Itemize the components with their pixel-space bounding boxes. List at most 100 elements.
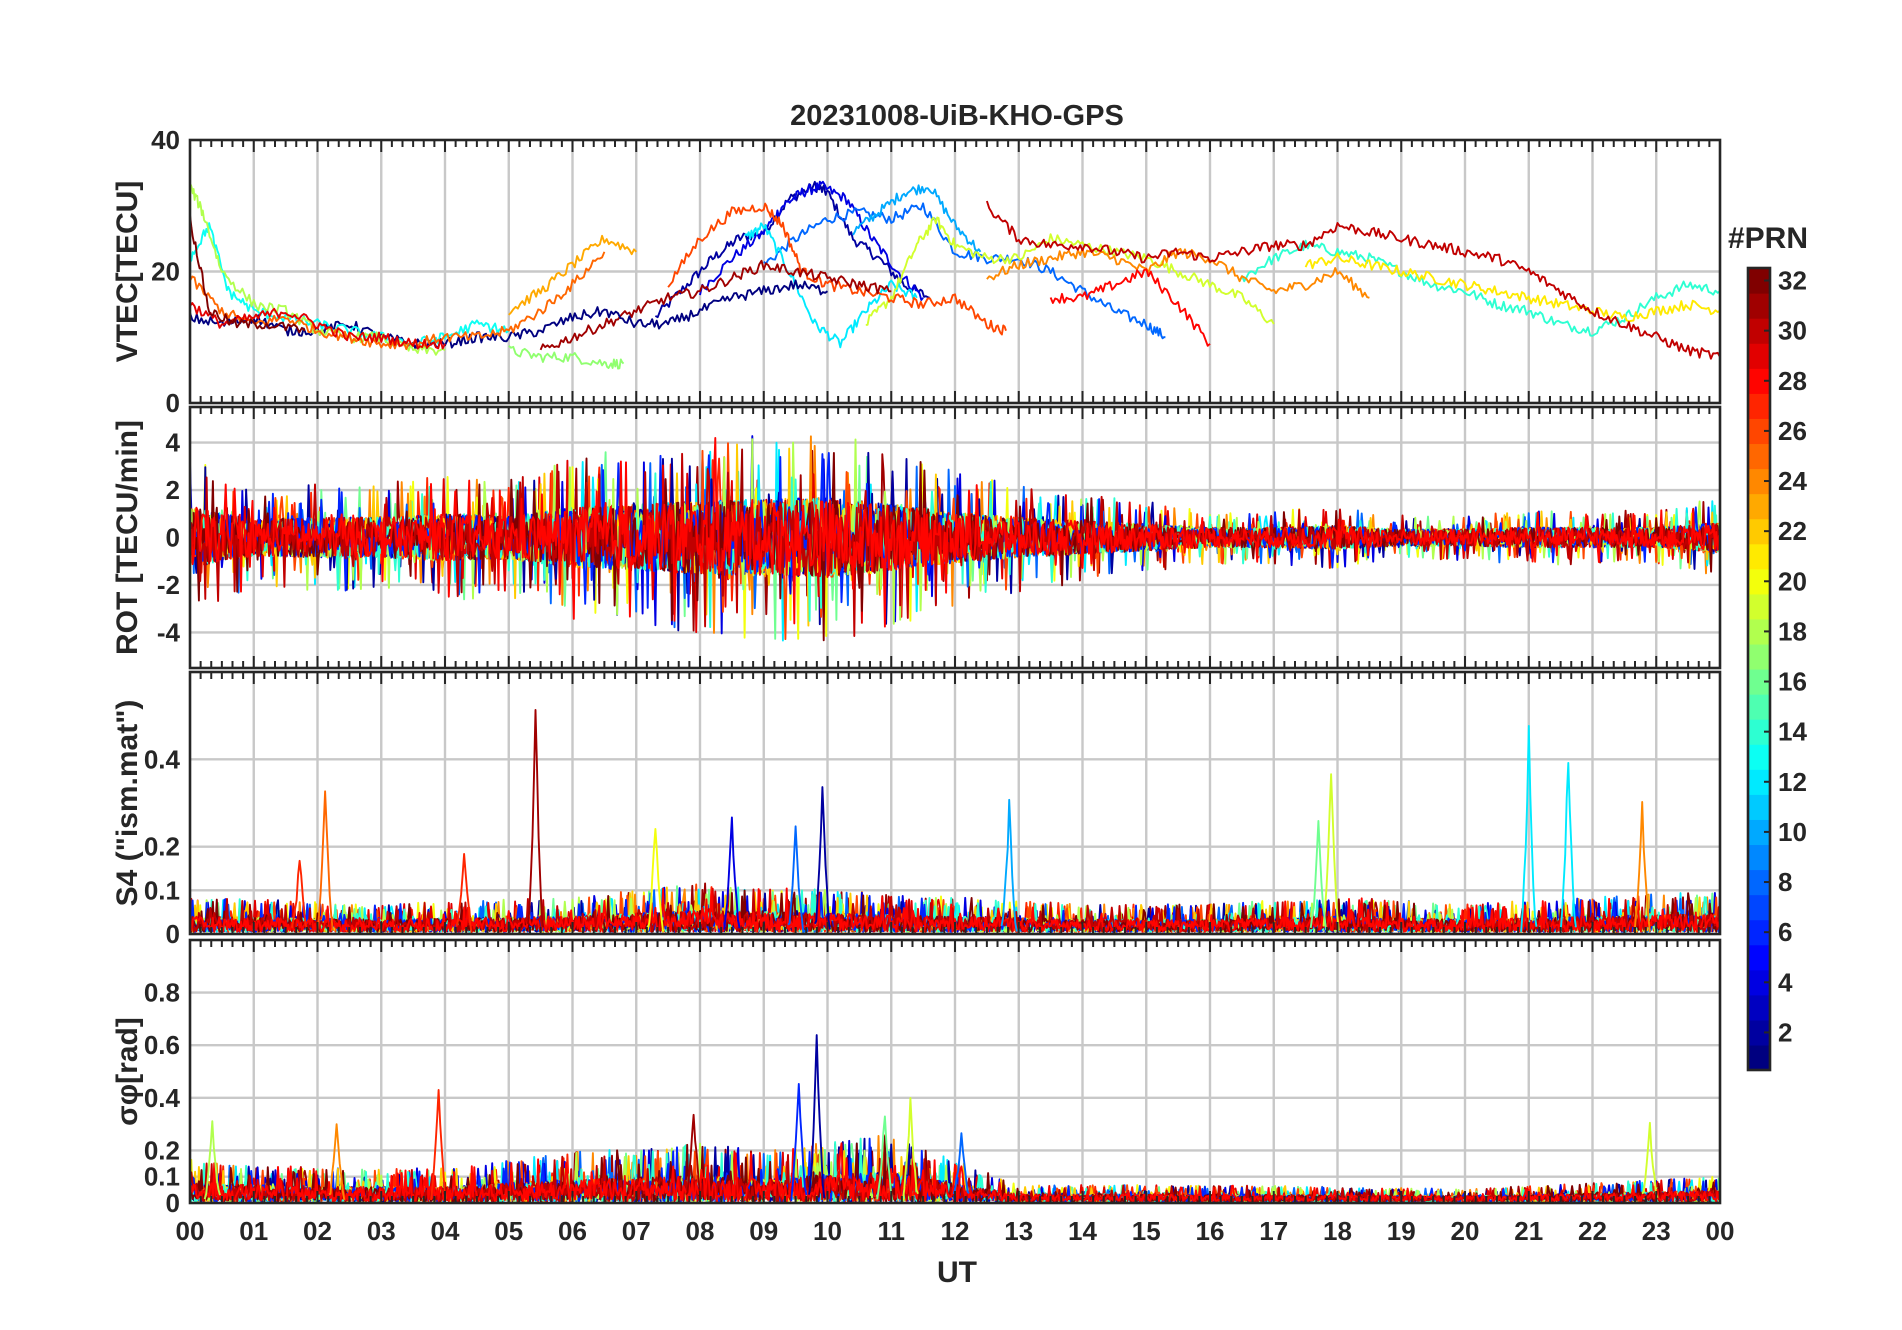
colorbar-band bbox=[1748, 593, 1770, 620]
vtec-series-prn-30 bbox=[985, 200, 1721, 360]
y-tick-label: 0.8 bbox=[144, 978, 180, 1008]
colorbar-tick-label: 24 bbox=[1778, 466, 1807, 496]
y-tick-label: 20 bbox=[151, 257, 180, 287]
vtec-series-prn-1 bbox=[189, 279, 829, 350]
sigma_phi-peak-prn-8 bbox=[952, 1132, 970, 1195]
x-tick-label: 18 bbox=[1323, 1216, 1352, 1246]
x-tick-label: 01 bbox=[239, 1216, 268, 1246]
y-tick-label: 0.1 bbox=[144, 1162, 180, 1192]
colorbar-band bbox=[1748, 769, 1770, 795]
colorbar-tick-label: 26 bbox=[1778, 416, 1807, 446]
colorbar-band bbox=[1748, 568, 1770, 595]
colorbar-tick-label: 16 bbox=[1778, 667, 1807, 697]
axes-layer bbox=[188, 138, 1722, 1205]
x-tick-label: 19 bbox=[1387, 1216, 1416, 1246]
colorbar-band bbox=[1748, 744, 1770, 770]
sigma_phi-peak-prn-24 bbox=[328, 1123, 346, 1201]
x-axis-label: UT bbox=[937, 1256, 977, 1289]
colorbar-band bbox=[1748, 1019, 1770, 1046]
colorbar-band bbox=[1748, 844, 1770, 871]
colorbar-band bbox=[1748, 618, 1770, 645]
colorbar-band bbox=[1748, 418, 1770, 445]
colorbar-tick-label: 28 bbox=[1778, 366, 1807, 396]
s4-peak-prn-31 bbox=[526, 709, 545, 928]
vtec-series-prn-26 bbox=[667, 202, 1007, 336]
colorbar-band bbox=[1748, 393, 1770, 419]
x-tick-label: 09 bbox=[749, 1216, 778, 1246]
colorbar-band bbox=[1748, 944, 1770, 971]
vtec-series-prn-14 bbox=[1241, 239, 1721, 337]
colorbar-tick-label: 30 bbox=[1778, 316, 1807, 346]
y-tick-label: 0.2 bbox=[144, 1135, 180, 1165]
x-tick-label: 17 bbox=[1259, 1216, 1288, 1246]
vtec-series-prn-17 bbox=[508, 345, 625, 370]
colorbar-band bbox=[1748, 919, 1770, 946]
colorbar-tick-label: 14 bbox=[1778, 717, 1807, 747]
s4-peak-prn-19 bbox=[1322, 773, 1340, 931]
x-tick-label: 13 bbox=[1004, 1216, 1033, 1246]
y-tick-label: 4 bbox=[166, 428, 181, 458]
x-tick-label: 22 bbox=[1578, 1216, 1607, 1246]
x-tick-label: 11 bbox=[878, 1216, 906, 1246]
sigma_phi-peak-prn-27 bbox=[430, 1089, 448, 1201]
x-tick-label: 21 bbox=[1514, 1216, 1543, 1246]
colorbar-band bbox=[1748, 994, 1770, 1021]
vtec-series-prn-24 bbox=[986, 247, 1370, 299]
colorbar-tick-label: 22 bbox=[1778, 516, 1807, 546]
s4-peak-prn-10 bbox=[1000, 798, 1018, 932]
colorbar-band bbox=[1748, 643, 1770, 670]
x-tick-label: 00 bbox=[176, 1216, 205, 1246]
vtec-series-prn-19 bbox=[865, 216, 1275, 326]
colorbar-label: #PRN bbox=[1728, 222, 1808, 255]
sigma_phi-peak-prn-18 bbox=[203, 1120, 221, 1200]
s4-peak-prn-27 bbox=[291, 859, 309, 933]
colorbar-band bbox=[1748, 343, 1770, 369]
colorbar-tick-label: 12 bbox=[1778, 767, 1807, 797]
y-axis-label-vtec: VTEC[TECU] bbox=[111, 181, 144, 363]
colorbar-band bbox=[1748, 869, 1770, 896]
colorbar-band bbox=[1748, 969, 1770, 996]
colorbar-band bbox=[1748, 543, 1770, 570]
vtec-series-prn-10 bbox=[852, 184, 982, 253]
y-axis-label-sigma_phi: σφ[rad] bbox=[111, 1017, 144, 1126]
s4-peak-prn-4 bbox=[723, 816, 741, 930]
x-tick-label: 15 bbox=[1132, 1216, 1161, 1246]
x-tick-label: 04 bbox=[431, 1216, 460, 1246]
s4-peak-prn-16 bbox=[1309, 820, 1327, 930]
y-axis-label-rot: ROT [TECU/min] bbox=[111, 420, 144, 655]
y-tick-label: 0.6 bbox=[144, 1030, 180, 1060]
vtec-series-prn-25 bbox=[189, 251, 606, 351]
s4-peak-prn-20 bbox=[646, 828, 664, 932]
vtec-series-prn-28 bbox=[1049, 268, 1211, 347]
sigma_phi-peak-prn-6 bbox=[790, 1082, 808, 1202]
x-tick-label: 12 bbox=[941, 1216, 970, 1246]
x-tick-label: 16 bbox=[1196, 1216, 1225, 1246]
colorbar-band bbox=[1748, 368, 1770, 394]
s4-peak-prn-8 bbox=[787, 825, 805, 934]
vtec-series-prn-32 bbox=[189, 214, 306, 334]
s4-peak-prn-12 bbox=[1559, 761, 1577, 933]
x-tick-label: 06 bbox=[558, 1216, 587, 1246]
vtec-series-prn-23 bbox=[508, 234, 637, 316]
y-tick-label: -2 bbox=[157, 570, 180, 600]
y-tick-label: 0.2 bbox=[144, 832, 180, 862]
colorbar-tick-label: 2 bbox=[1778, 1017, 1792, 1047]
y-tick-label: 0.4 bbox=[144, 744, 181, 774]
x-tick-label: 23 bbox=[1642, 1216, 1671, 1246]
y-tick-label: 0 bbox=[166, 1188, 180, 1218]
x-tick-label: 20 bbox=[1451, 1216, 1480, 1246]
x-tick-label: 14 bbox=[1068, 1216, 1097, 1246]
colorbar-band bbox=[1748, 518, 1770, 545]
vtec-series-prn-31 bbox=[539, 259, 892, 351]
x-tick-label: 00 bbox=[1706, 1216, 1735, 1246]
x-tick-label: 08 bbox=[686, 1216, 715, 1246]
sigma_phi-peak-prn-19 bbox=[1641, 1121, 1659, 1199]
s4-peak-prn-24 bbox=[1633, 801, 1651, 933]
vtec-series-prn-12 bbox=[743, 222, 918, 349]
colorbar-tick-label: 8 bbox=[1778, 867, 1792, 897]
colorbar-band bbox=[1748, 443, 1770, 470]
y-tick-label: 0.1 bbox=[144, 875, 180, 905]
colorbar-band bbox=[1748, 794, 1770, 820]
